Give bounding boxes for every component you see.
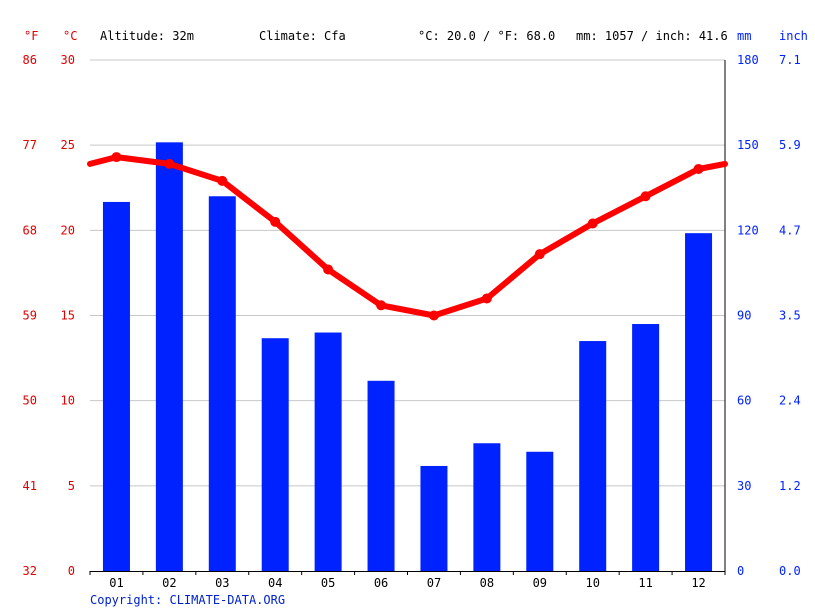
tick-label-f: 77 [23, 138, 37, 152]
month-label: 08 [480, 576, 494, 590]
temperature-point [640, 191, 651, 202]
precipitation-bar [420, 465, 448, 571]
temperature-point [270, 216, 281, 227]
month-label: 07 [427, 576, 441, 590]
tick-label-f: 68 [23, 223, 37, 237]
unit-c-label: °C [63, 29, 77, 43]
tick-label-mm: 150 [737, 138, 759, 152]
tick-label-inch: 4.7 [779, 223, 801, 237]
climate-label: Climate: Cfa [259, 29, 346, 43]
tick-labels: 86 30 180 7.177 25 150 5.968 20 120 4.759 15 90 3.55… [23, 53, 801, 590]
temperature-point [587, 218, 598, 229]
precip-total-label: mm: 1057 / inch: 41.6 [576, 29, 728, 43]
grid-lines [90, 59, 725, 487]
tick-label-inch: 7.1 [779, 53, 801, 67]
precipitation-bar [685, 233, 713, 571]
tick-label-mm: 30 [737, 479, 751, 493]
temperature-point [428, 310, 439, 321]
tick-label-c: 25 [61, 138, 75, 152]
precipitation-bar [473, 443, 501, 571]
tick-label-inch: 5.9 [779, 138, 801, 152]
tick-label-f: 32 [23, 564, 37, 578]
temperature-point [376, 300, 387, 311]
unit-mm-label: mm [737, 29, 751, 43]
tick-label-inch: 2.4 [779, 394, 801, 408]
tick-label-f: 41 [23, 479, 37, 493]
month-label: 09 [533, 576, 547, 590]
tick-label-c: 0 [68, 564, 75, 578]
precipitation-bars [102, 142, 713, 572]
precipitation-bar [208, 196, 236, 571]
month-label: 02 [162, 576, 176, 590]
temp-average-label: °C: 20.0 / °F: 68.0 [418, 29, 555, 43]
chart-axes [89, 60, 726, 575]
tick-label-mm: 120 [737, 223, 759, 237]
temperature-point [111, 152, 122, 163]
tick-label-mm: 60 [737, 394, 751, 408]
tick-label-f: 50 [23, 394, 37, 408]
month-label: 12 [691, 576, 705, 590]
temperature-line-path [87, 154, 728, 319]
month-label: 04 [268, 576, 282, 590]
tick-label-inch: 1.2 [779, 479, 801, 493]
precipitation-bar [314, 332, 342, 571]
month-label: 10 [585, 576, 599, 590]
unit-f-label: °F [24, 29, 38, 43]
tick-label-c: 15 [61, 309, 75, 323]
tick-label-inch: 3.5 [779, 309, 801, 323]
precipitation-bar [155, 142, 183, 572]
tick-label-f: 59 [23, 309, 37, 323]
month-label: 05 [321, 576, 335, 590]
month-label: 11 [638, 576, 652, 590]
temperature-point [693, 164, 704, 175]
tick-label-c: 5 [68, 479, 75, 493]
temperature-line [87, 152, 728, 321]
unit-inch-label: inch [779, 29, 808, 43]
precipitation-bar [261, 338, 289, 571]
precipitation-bar [367, 380, 395, 571]
tick-label-c: 20 [61, 223, 75, 237]
precipitation-bar [579, 341, 607, 571]
tick-label-mm: 0 [737, 564, 744, 578]
temperature-point [481, 293, 492, 304]
tick-label-f: 86 [23, 53, 37, 67]
temperature-point [164, 158, 175, 169]
tick-label-c: 10 [61, 394, 75, 408]
tick-label-inch: 0.0 [779, 564, 801, 578]
temperature-point [217, 175, 228, 186]
tick-label-mm: 180 [737, 53, 759, 67]
month-label: 03 [215, 576, 229, 590]
copyright-label: Copyright: CLIMATE-DATA.ORG [90, 593, 285, 607]
month-label: 01 [109, 576, 123, 590]
tick-label-c: 30 [61, 53, 75, 67]
precipitation-bar [632, 324, 660, 571]
precipitation-bar [526, 451, 554, 571]
altitude-label: Altitude: 32m [100, 29, 194, 43]
tick-label-mm: 90 [737, 309, 751, 323]
precipitation-bar [102, 201, 130, 571]
temperature-point [323, 264, 334, 275]
month-label: 06 [374, 576, 388, 590]
temperature-point [534, 249, 545, 260]
